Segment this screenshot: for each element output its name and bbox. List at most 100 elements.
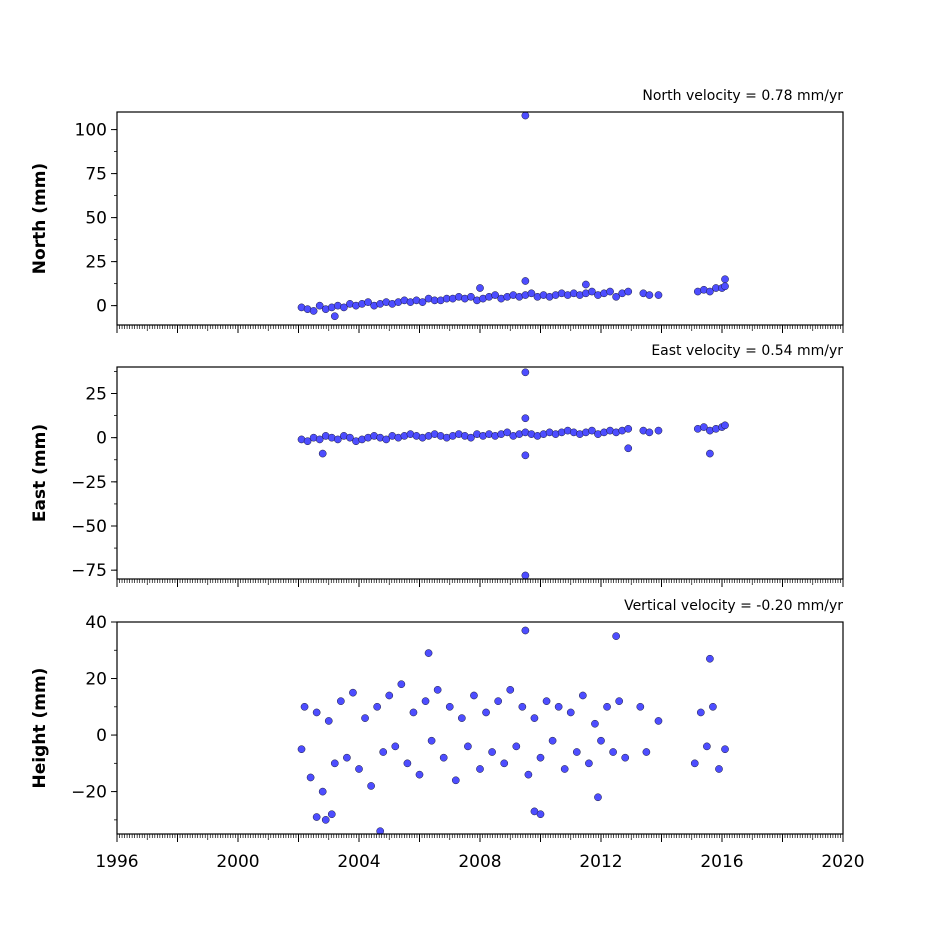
data-point: [306, 773, 315, 782]
data-point: [721, 745, 729, 754]
data-point: [530, 714, 539, 722]
data-point: [409, 708, 418, 717]
data-point: [527, 289, 536, 298]
data-point: [554, 702, 563, 711]
data-point: [548, 736, 557, 745]
data-point: [303, 437, 312, 446]
data-point: [312, 708, 321, 717]
data-point: [654, 426, 663, 435]
data-point: [654, 717, 663, 725]
data-point: [560, 765, 569, 773]
data-point: [518, 702, 527, 711]
data-point: [612, 292, 620, 301]
data-point: [696, 708, 705, 717]
data-point: [397, 680, 406, 689]
data-point: [361, 714, 369, 722]
north-velocity-title: North velocity = 0.78 mm/yr: [642, 88, 843, 104]
data-point: [642, 748, 651, 756]
data-point: [594, 793, 602, 802]
data-point: [367, 782, 375, 790]
y-tick-label: 0: [96, 429, 107, 449]
data-point: [709, 702, 717, 711]
data-point: [467, 433, 475, 442]
x-tick-label: 2012: [579, 852, 622, 872]
data-point: [379, 748, 388, 756]
data-point: [424, 649, 433, 657]
east-points: [297, 368, 729, 579]
data-point: [645, 428, 654, 437]
data-point: [491, 291, 499, 299]
data-point: [415, 770, 424, 779]
data-point: [494, 697, 502, 706]
y-tick-label: 75: [85, 165, 107, 185]
data-point: [385, 691, 394, 700]
data-point: [721, 282, 729, 291]
data-point: [297, 745, 306, 754]
data-point: [521, 451, 530, 460]
data-point: [624, 287, 633, 296]
y-tick-label: 100: [75, 121, 107, 141]
data-point: [445, 702, 454, 711]
data-point: [309, 307, 318, 315]
data-point: [536, 810, 545, 819]
data-point: [624, 424, 633, 433]
y-tick-label: −25: [71, 473, 107, 493]
data-point: [318, 449, 327, 458]
data-point: [512, 742, 521, 751]
data-point: [349, 688, 357, 697]
data-point: [330, 312, 339, 321]
data-point: [327, 810, 336, 819]
data-point: [621, 753, 630, 762]
y-tick-label: 25: [85, 253, 107, 273]
height-velocity-title: Vertical velocity = -0.20 mm/yr: [624, 598, 843, 614]
data-point: [542, 697, 551, 706]
data-point: [337, 697, 345, 706]
data-point: [382, 435, 391, 444]
data-point: [315, 435, 324, 444]
data-point: [566, 708, 575, 717]
data-point: [300, 702, 309, 711]
data-point: [524, 770, 533, 779]
east-panel: −75 −50 −25 0 25 East (mm) East velocity = 0.5…: [30, 343, 844, 587]
data-point: [391, 742, 400, 751]
east-velocity-title: East velocity = 0.54 mm/yr: [651, 343, 843, 359]
data-point: [467, 292, 475, 301]
data-point: [582, 280, 590, 289]
data-point: [451, 776, 460, 785]
north-y-axis-label: North (mm): [30, 163, 50, 274]
data-point: [476, 765, 484, 773]
data-point: [333, 435, 342, 444]
data-point: [624, 444, 633, 453]
data-point: [476, 284, 484, 292]
data-point: [597, 736, 605, 745]
y-tick-label: 0: [96, 297, 107, 317]
y-tick-label: −20: [71, 783, 107, 803]
data-point: [654, 291, 663, 299]
data-point: [373, 702, 381, 711]
data-point: [418, 298, 427, 306]
data-point: [585, 759, 593, 768]
data-point: [464, 742, 472, 751]
data-point: [521, 571, 530, 579]
data-point: [521, 414, 530, 423]
y-tick-label: 25: [85, 385, 107, 405]
data-point: [706, 287, 714, 296]
data-point: [521, 368, 530, 377]
data-point: [421, 697, 430, 706]
data-point: [340, 303, 348, 312]
data-point: [470, 691, 478, 700]
data-point: [603, 702, 611, 711]
data-point: [721, 421, 729, 430]
x-tick-label: 1996: [95, 852, 138, 872]
data-point: [612, 632, 620, 640]
north-points: [297, 112, 729, 321]
data-point: [609, 748, 617, 756]
data-point: [433, 685, 442, 694]
data-point: [321, 816, 330, 824]
data-point: [579, 691, 587, 700]
data-point: [645, 291, 654, 299]
data-point: [521, 112, 530, 120]
data-point: [500, 759, 509, 768]
data-point: [615, 697, 624, 706]
data-point: [706, 654, 714, 663]
